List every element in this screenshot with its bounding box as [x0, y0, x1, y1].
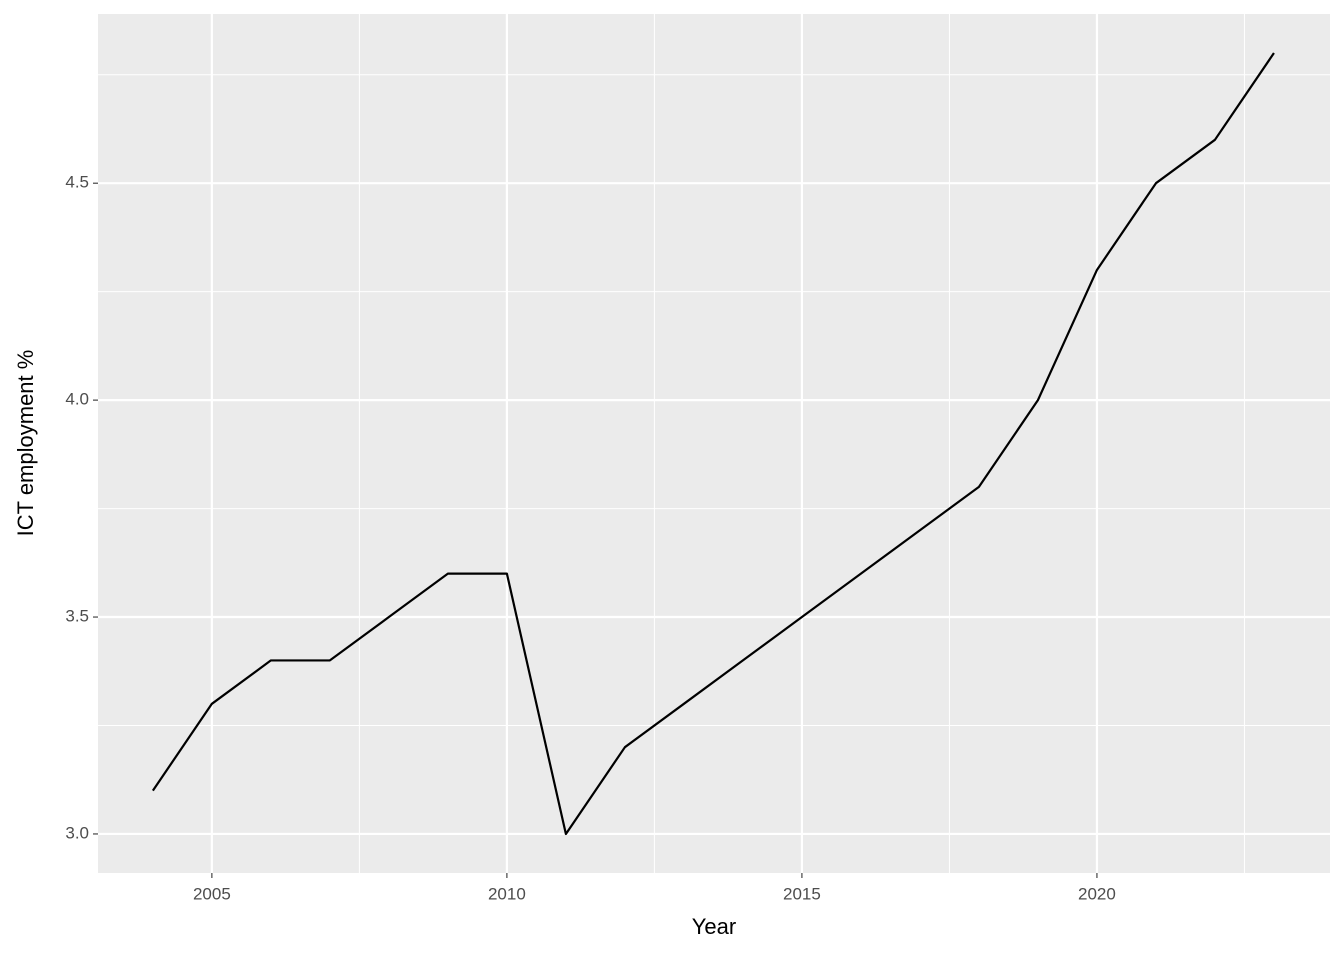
panel: [98, 14, 1330, 873]
x-tick-label: 2010: [488, 884, 526, 903]
marks: [151, 52, 1275, 836]
x-tick-label: 2005: [193, 884, 231, 903]
y-tick-label: 4.0: [65, 390, 89, 409]
x-tick-label: 2020: [1078, 884, 1116, 903]
y-tick-label: 4.5: [65, 173, 89, 192]
x-axis-title: Year: [692, 914, 736, 939]
y-axis-title: ICT employment %: [13, 350, 38, 537]
y-tick-label: 3.0: [65, 823, 89, 842]
grid: [98, 14, 1330, 873]
line: [151, 52, 1275, 836]
y-tick-label: 3.5: [65, 607, 89, 626]
x-tick-label: 2015: [783, 884, 821, 903]
